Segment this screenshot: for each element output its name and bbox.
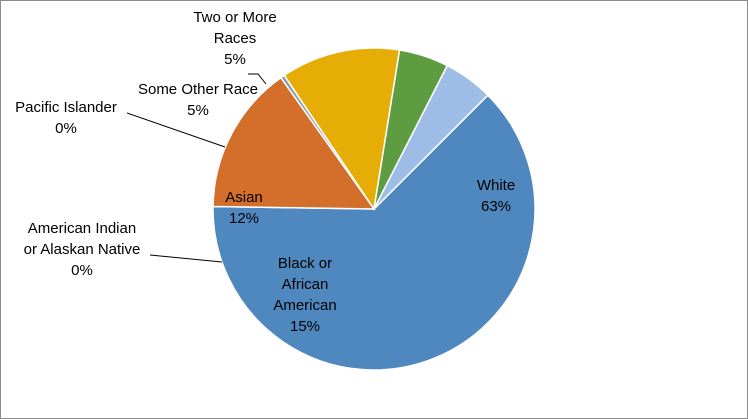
slice-white — [212, 94, 536, 371]
slice-black-or-african-american — [212, 76, 376, 210]
slice-asian — [283, 47, 401, 211]
label-pacific-islander: Pacific Islander 0% — [15, 99, 117, 137]
label-american-indian-or-alaskan-native: American Indian or Alaskan Native 0% — [24, 220, 141, 279]
data-labels: White 63% Black or African American 15% Americ… — [15, 9, 515, 335]
label-name-black-or-african-american: African — [282, 276, 329, 293]
slice-two-or-more-races — [373, 64, 489, 210]
label-two-or-more-races: Two or More Races 5% — [193, 9, 276, 68]
label-name-pacific-islander: Pacific Islander — [15, 99, 117, 116]
label-white: White 63% — [477, 177, 515, 215]
label-name-some-other-race: Some Other Race — [138, 81, 258, 98]
leader-american-indian-or-alaskan-native — [149, 254, 223, 263]
label-asian: Asian 12% — [225, 189, 263, 227]
label-name-black-or-african-american: American — [273, 297, 336, 314]
label-value-pacific-islander: 0% — [55, 120, 77, 137]
label-some-other-race: Some Other Race 5% — [138, 81, 258, 119]
label-value-american-indian-or-alaskan-native: 0% — [71, 262, 93, 279]
leader-pacific-islander — [126, 112, 226, 148]
leader-lines — [126, 73, 267, 263]
label-value-two-or-more-races: 5% — [224, 51, 246, 68]
label-name-american-indian-or-alaskan-native: or Alaskan Native — [24, 241, 141, 258]
label-black-or-african-american: Black or African American 15% — [273, 255, 336, 335]
label-value-some-other-race: 5% — [187, 102, 209, 119]
label-name-two-or-more-races: Two or More — [193, 9, 276, 26]
label-name-two-or-more-races: Races — [214, 30, 257, 47]
label-name-asian: Asian — [225, 189, 263, 206]
label-value-white: 63% — [481, 198, 511, 215]
label-value-asian: 12% — [229, 210, 259, 227]
label-name-american-indian-or-alaskan-native: American Indian — [28, 220, 136, 237]
pie-slices — [212, 47, 536, 371]
label-name-white: White — [477, 177, 515, 194]
label-value-black-or-african-american: 15% — [290, 318, 320, 335]
leader-two-or-more-races — [248, 73, 267, 85]
label-name-black-or-african-american: Black or — [278, 255, 332, 272]
